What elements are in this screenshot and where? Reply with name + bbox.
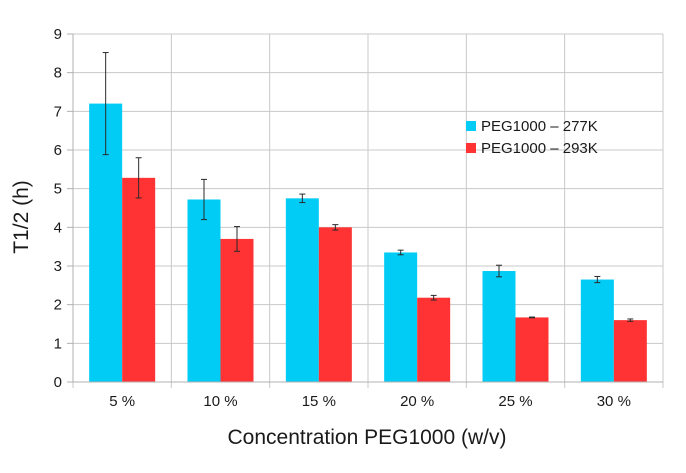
bar xyxy=(220,238,254,382)
x-tick-label: 25 % xyxy=(498,393,532,410)
y-tick-label: 7 xyxy=(54,103,62,120)
bar xyxy=(515,317,549,382)
bar xyxy=(384,252,418,382)
bar xyxy=(187,199,221,382)
x-tick-label: 20 % xyxy=(400,393,434,410)
x-tick-label: 5 % xyxy=(109,393,135,410)
legend-swatch xyxy=(466,143,476,153)
bar xyxy=(613,320,647,382)
legend-label: PEG1000 – 293K xyxy=(481,140,598,157)
y-tick-label: 5 xyxy=(54,181,62,198)
x-tick-label: 30 % xyxy=(597,393,631,410)
y-tick-label: 6 xyxy=(54,142,62,159)
axes: 0 1 2 3 4 5 6 7 8 9 5 % 10 % 15 % 20 % 25 % 30 % xyxy=(54,26,663,410)
y-tick-label: 0 xyxy=(54,374,62,391)
y-axis-label: T1/2 (h) xyxy=(10,180,33,254)
legend-label: PEG1000 – 277K xyxy=(481,118,598,135)
x-tick-label: 10 % xyxy=(203,393,237,410)
bar xyxy=(318,227,352,382)
error-bars xyxy=(102,52,634,322)
bars xyxy=(89,103,647,382)
y-tick-label: 9 xyxy=(54,26,62,43)
y-tick-label: 8 xyxy=(54,65,62,82)
bar xyxy=(285,198,319,382)
x-tick-label: 15 % xyxy=(302,393,336,410)
y-tick-label: 2 xyxy=(54,297,62,314)
legend: PEG1000 – 277K PEG1000 – 293K xyxy=(466,118,598,157)
y-tick-label: 1 xyxy=(54,335,62,352)
x-axis-label: Concentration PEG1000 (w/v) xyxy=(228,426,507,449)
y-tick-label: 4 xyxy=(54,219,62,236)
bar xyxy=(122,177,156,382)
legend-swatch xyxy=(466,121,476,131)
bar xyxy=(417,297,451,382)
y-tick-label: 3 xyxy=(54,258,62,275)
grid xyxy=(72,33,664,388)
bar xyxy=(580,279,614,382)
bar xyxy=(482,271,516,382)
